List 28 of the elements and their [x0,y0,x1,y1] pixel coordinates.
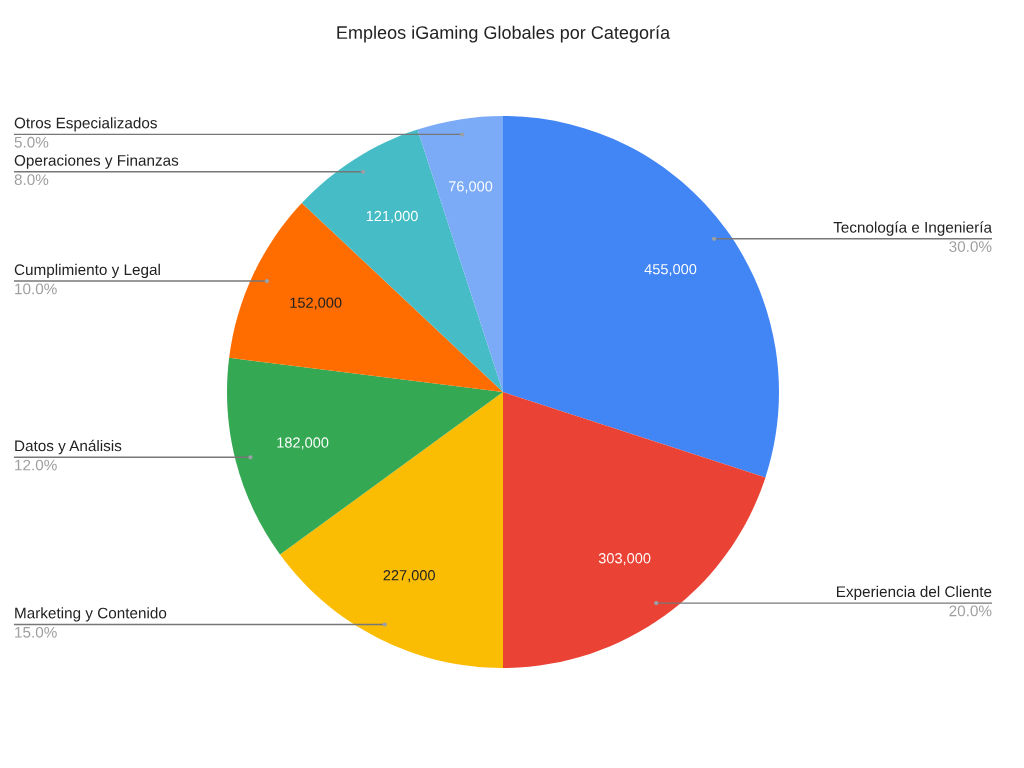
text: 8.0% [14,174,49,186]
pie-slice [229,203,503,392]
text: 10.0% [15,283,57,295]
data-label: 455,000 [644,263,697,277]
pie-slice [227,357,503,555]
data-label: 227,000 [383,570,435,583]
pie-slice [279,392,503,668]
slice-label: Cumplimiento y Legal [14,263,160,279]
data-label: 182,000 [277,437,329,450]
data-label: 303,000 [598,553,651,566]
text: 30.0% [949,241,992,252]
data-label: 152,000 [290,297,342,310]
slice-label: Datos y Análisis [15,439,122,455]
text: 15.0% [15,626,57,638]
text: 20.0% [949,605,992,617]
data-label: 121,000 [366,210,418,223]
slice-label: Experiencia del Cliente [837,585,992,601]
pie-slice [417,116,503,392]
text: 12.0% [15,459,57,471]
slice-label: Operaciones y Finanzas [14,154,179,169]
data-label: 76,000 [448,181,493,194]
slice-label: Otros Especializados [14,117,157,132]
slice-label: Tecnología e Ingeniería [833,221,993,236]
slice-label: Marketing y Contenido [15,607,167,622]
pie-slice [503,116,779,478]
chart-title: Empleos iGaming Globales por Categoría [337,25,671,43]
pie-slice [503,392,766,668]
text: 5.0% [14,136,49,148]
